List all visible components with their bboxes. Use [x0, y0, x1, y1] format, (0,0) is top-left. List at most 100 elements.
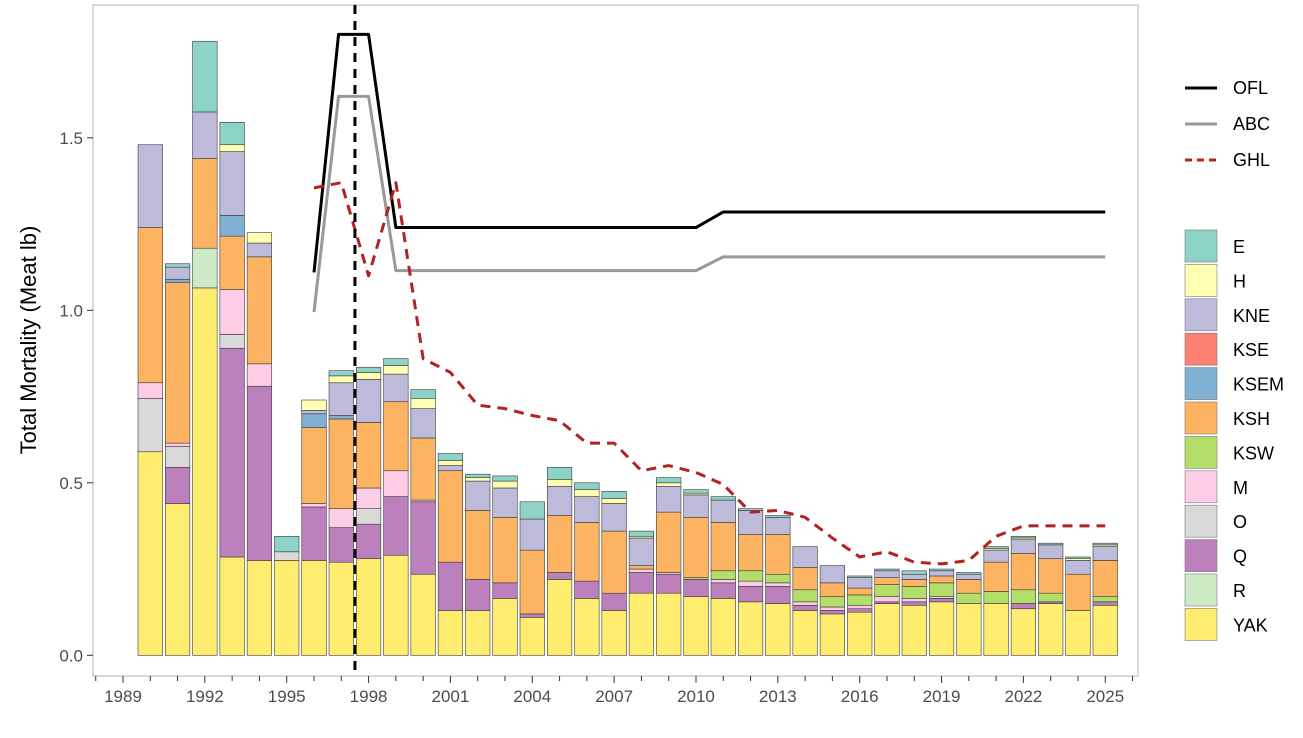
bar-segment-2001-h [437, 460, 464, 466]
bar-segment-2000-h [410, 397, 436, 409]
bar-segment-2012-yak [737, 601, 764, 656]
bar-segment-2006-e [574, 482, 600, 491]
bar-segment-1994-h [246, 232, 273, 244]
bar-segment-2017-e [874, 568, 900, 572]
bar-segment-1991-e [165, 263, 191, 268]
bar-segment-1998-m [355, 487, 382, 509]
bar-segment-2016-e [847, 575, 873, 578]
bar-segment-2005-yak [546, 579, 573, 656]
bar-segment-2014-kne [792, 546, 818, 568]
bar-segment-2007-ksh [601, 530, 627, 594]
y-tick-label: 0.5 [59, 474, 83, 493]
bar-segment-2007-kne [601, 503, 627, 532]
bar-segment-2003-ksh [492, 517, 518, 584]
bar-segment-2011-e [710, 496, 736, 501]
bar-segment-2009-yak [656, 592, 682, 656]
bar-segment-1990-m [137, 382, 163, 399]
bar-segment-1998-q [355, 523, 382, 560]
bar-segment-2022-kne [1010, 539, 1036, 554]
bar-segment-2021-kne [983, 549, 1009, 563]
bar-segment-2023-ksh [1038, 558, 1064, 594]
bar-segment-2004-e [519, 501, 545, 520]
bar-segment-2005-h [546, 479, 573, 487]
bar-segment-2000-e [410, 389, 436, 399]
bar-segment-2018-yak [901, 604, 927, 656]
bar-segment-2020-ksw [956, 592, 982, 604]
bar-segment-2018-kne [901, 573, 927, 580]
bar-segment-2010-ksh [683, 517, 709, 578]
x-tick-label: 1992 [186, 687, 224, 706]
bar-segment-1993-ksh [219, 235, 245, 290]
legend-label-h: H [1233, 271, 1246, 291]
bar-segment-2021-ksw [983, 591, 1009, 604]
bar-segment-2003-kne [492, 487, 518, 518]
legend-label-q: Q [1233, 547, 1247, 567]
bar-segment-1999-e [383, 358, 409, 366]
bar-segment-2013-e [765, 515, 791, 518]
bar-segment-2007-e [601, 491, 627, 499]
bar-segment-2020-ksh [956, 579, 982, 594]
bar-segment-2011-q [710, 582, 736, 599]
legend-swatch-kne [1184, 298, 1218, 332]
bar-segment-1993-o [219, 334, 245, 349]
bar-segment-1994-ksh [246, 256, 273, 365]
bar-segment-2008-kne [628, 537, 655, 566]
bar-segment-1992-e [192, 40, 218, 113]
bar-segment-2016-m [847, 604, 873, 610]
bar-segment-2017-yak [874, 603, 900, 656]
legend-label-r: R [1233, 581, 1246, 601]
bar-segment-2001-q [437, 561, 464, 611]
bar-segment-1992-yak [192, 287, 218, 656]
bar-segment-1994-m [246, 363, 273, 387]
bar-segment-2025-ksw [1092, 596, 1118, 603]
bar-segment-2019-yak [928, 601, 955, 656]
bar-segment-2020-e [956, 572, 982, 575]
bar-segment-1993-m [219, 289, 245, 335]
bar-segment-2014-q [792, 604, 818, 611]
series-line-ofl [312, 32, 1106, 273]
bar-segment-1996-h [301, 399, 327, 411]
bar-segment-2001-kne [437, 465, 464, 472]
bar-segment-2008-ksh [628, 565, 655, 570]
bar-segment-2000-ksh [410, 437, 436, 501]
bar-segment-1999-yak [383, 554, 409, 656]
bar-segment-1997-ksh [328, 418, 354, 509]
bar-segment-1991-kne [165, 266, 191, 280]
legend-label-ksem: KSEM [1233, 375, 1284, 395]
bar-segment-2018-ksh [901, 579, 927, 587]
bar-segment-2014-m [792, 601, 818, 606]
bar-segment-2018-ksw [901, 585, 927, 599]
bar-segment-2022-ksh [1010, 553, 1036, 591]
bar-segment-2006-yak [574, 598, 600, 656]
bar-segment-1993-ksem [219, 215, 245, 237]
bar-segment-2015-q [819, 610, 845, 615]
legend-swatch-r [1184, 573, 1218, 607]
bar-segment-1996-yak [301, 560, 327, 656]
bar-segment-1990-o [137, 397, 163, 453]
bar-segment-2006-ksh [574, 522, 600, 582]
bar-segment-1993-yak [219, 556, 245, 656]
bar-segment-2000-kne [410, 408, 436, 439]
bar-segment-2008-e [628, 530, 655, 537]
bar-segment-2025-yak [1092, 604, 1118, 656]
bar-segment-1996-ksem [301, 413, 327, 428]
bar-segment-2016-ksw [847, 594, 873, 606]
legend-swatch-q [1184, 539, 1218, 572]
bar-segment-1999-ksh [383, 401, 409, 472]
bar-segment-1999-h [383, 365, 409, 375]
y-axis-title: Total Mortality (Meat lb) [16, 226, 41, 455]
bar-segment-2015-ksh [819, 582, 845, 597]
bar-segment-2024-kne [1065, 560, 1091, 575]
legend-swatch-o [1184, 504, 1218, 538]
bar-segment-2013-ksh [765, 534, 791, 575]
bar-segment-2025-ksh [1092, 560, 1118, 597]
series-line-abc [312, 94, 1106, 313]
bar-segment-1990-ksh [137, 227, 163, 384]
bar-segment-1991-yak [165, 503, 191, 656]
bar-segment-2021-ksh [983, 561, 1009, 592]
legend-label-yak: YAK [1233, 615, 1268, 635]
x-tick-label: 2016 [841, 687, 879, 706]
bar-segment-2002-q [465, 579, 491, 611]
bar-segment-1993-q [219, 347, 245, 558]
